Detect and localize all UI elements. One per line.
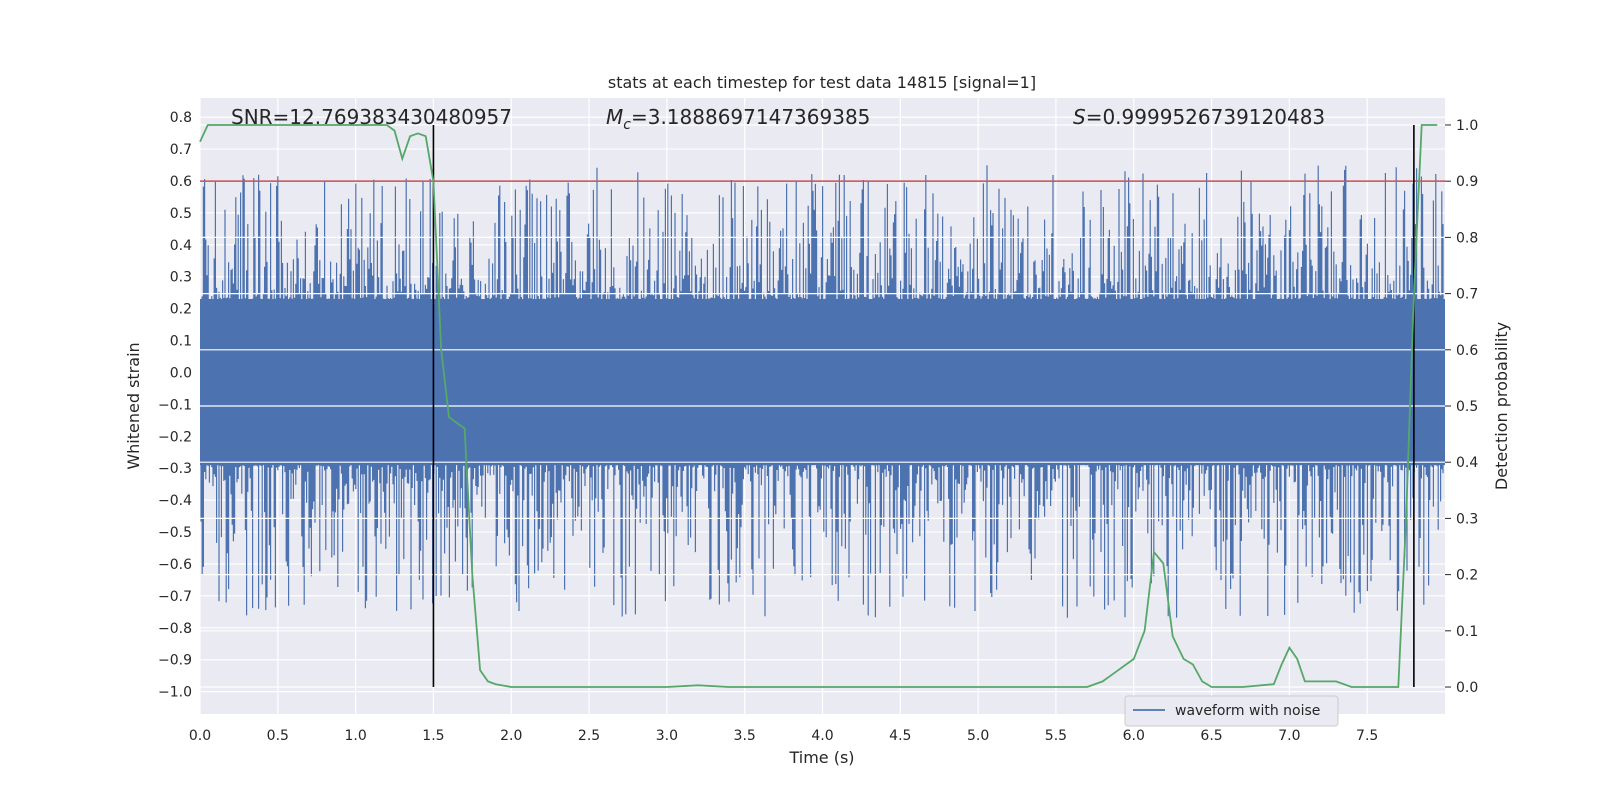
y-left-tick-label: 0.2 bbox=[170, 302, 192, 318]
x-tick-label: 6.5 bbox=[1200, 728, 1222, 744]
y-left-tick-label: −0.5 bbox=[158, 525, 192, 541]
x-axis-label: Time (s) bbox=[788, 748, 854, 767]
y-axis-label-left: Whitened strain bbox=[124, 342, 143, 469]
x-tick-labels: 0.0 0.5 1.0 1.5 2.0 2.5 3.0 3.5 4.0 4.5 5.0 5.5 6.0 6… bbox=[189, 728, 1378, 744]
x-tick-label: 7.5 bbox=[1356, 728, 1378, 744]
y-left-tick-label: −0.3 bbox=[158, 461, 192, 477]
y-left-tick-label: 0.3 bbox=[170, 270, 192, 286]
chirp-mass-subscript: c bbox=[623, 117, 631, 133]
y-left-tick-label: −0.4 bbox=[158, 493, 192, 509]
y-axis-label-right: Detection probability bbox=[1492, 322, 1511, 490]
y-left-tick-label: 0.0 bbox=[170, 365, 192, 381]
score-value: =0.9999526739120483 bbox=[1086, 105, 1325, 129]
x-tick-label: 5.0 bbox=[967, 728, 989, 744]
y-left-tick-label: 0.8 bbox=[170, 110, 192, 126]
waveform-with-noise bbox=[200, 124, 1445, 688]
x-tick-label: 0.5 bbox=[267, 728, 289, 744]
y-left-tick-label: −0.6 bbox=[158, 557, 192, 573]
y-right-tick-labels: 1.0 0.9 0.8 0.7 0.6 0.5 0.4 0.3 0.2 0.1 0.0 bbox=[1445, 118, 1478, 696]
y-left-tick-labels: 0.8 0.7 0.6 0.5 0.4 0.3 0.2 0.1 0.0 −0.1 −0.2 −0.3 −… bbox=[158, 110, 192, 701]
y-left-tick-label: −0.2 bbox=[158, 429, 192, 445]
x-tick-label: 4.5 bbox=[889, 728, 911, 744]
y-right-tick-label: 0.8 bbox=[1456, 230, 1478, 246]
legend: waveform with noise bbox=[1124, 695, 1339, 727]
y-right-tick-label: 0.4 bbox=[1456, 455, 1478, 471]
chirp-mass-value: =3.1888697147369385 bbox=[631, 105, 870, 129]
x-tick-label: 2.5 bbox=[578, 728, 600, 744]
chart-title: stats at each timestep for test data 148… bbox=[608, 73, 1036, 92]
y-left-tick-label: −0.8 bbox=[158, 621, 192, 637]
legend-label: waveform with noise bbox=[1175, 703, 1320, 719]
y-left-tick-label: 0.1 bbox=[170, 334, 192, 350]
vertical-markers bbox=[432, 124, 1415, 688]
y-right-tick-label: 0.1 bbox=[1456, 624, 1478, 640]
score-annotation: S=0.9999526739120483 bbox=[1073, 105, 1325, 129]
y-left-tick-label: −0.9 bbox=[158, 653, 192, 669]
x-tick-label: 6.0 bbox=[1123, 728, 1145, 744]
snr-annotation: SNR=12.769383430480957 bbox=[231, 105, 512, 129]
y-right-tick-label: 0.6 bbox=[1456, 343, 1478, 359]
chirp-mass-annotation: Mc=3.1888697147369385 bbox=[606, 105, 870, 133]
x-tick-label: 7.0 bbox=[1278, 728, 1300, 744]
y-left-tick-label: 0.5 bbox=[170, 206, 192, 222]
y-right-tick-label: 0.0 bbox=[1456, 680, 1478, 696]
waveform-core-band bbox=[200, 299, 1445, 466]
y-right-tick-label: 0.7 bbox=[1456, 287, 1478, 303]
y-left-tick-label: 0.6 bbox=[170, 174, 192, 190]
y-left-tick-label: −0.7 bbox=[158, 589, 192, 605]
x-tick-label: 0.0 bbox=[189, 728, 211, 744]
y-left-tick-label: 0.4 bbox=[170, 238, 192, 254]
x-tick-label: 4.0 bbox=[811, 728, 833, 744]
y-right-tick-label: 0.9 bbox=[1456, 174, 1478, 190]
chirp-mass-symbol: M bbox=[606, 105, 623, 129]
y-left-tick-label: −0.1 bbox=[158, 397, 192, 413]
x-tick-label: 2.0 bbox=[500, 728, 522, 744]
score-symbol: S bbox=[1073, 105, 1086, 129]
detection-probability-line bbox=[199, 124, 1438, 688]
y-left-tick-label: 0.7 bbox=[170, 142, 192, 158]
y-right-tick-label: 0.2 bbox=[1456, 568, 1478, 584]
x-tick-label: 5.5 bbox=[1045, 728, 1067, 744]
y-left-tick-label: −1.0 bbox=[158, 685, 192, 701]
y-right-tick-label: 0.5 bbox=[1456, 399, 1478, 415]
x-tick-label: 1.0 bbox=[344, 728, 366, 744]
x-tick-label: 3.5 bbox=[734, 728, 756, 744]
x-tick-label: 3.0 bbox=[656, 728, 678, 744]
legend-box bbox=[1124, 695, 1339, 727]
y-right-tick-label: 1.0 bbox=[1456, 118, 1478, 134]
x-tick-label: 1.5 bbox=[422, 728, 444, 744]
y-right-tick-label: 0.3 bbox=[1456, 511, 1478, 527]
